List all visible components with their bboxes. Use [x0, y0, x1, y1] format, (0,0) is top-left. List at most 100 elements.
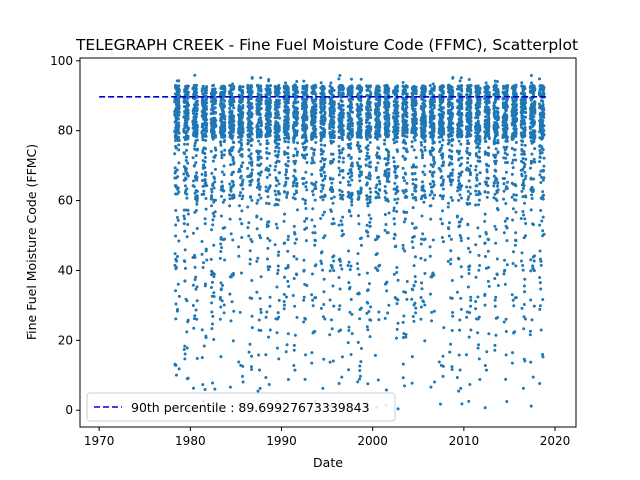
- data-point: [331, 201, 335, 205]
- data-point: [182, 127, 186, 131]
- data-point: [266, 99, 270, 103]
- data-point: [367, 155, 371, 159]
- data-point: [410, 103, 414, 107]
- data-point: [277, 142, 281, 146]
- data-point: [321, 268, 325, 272]
- data-point: [292, 139, 296, 143]
- data-point: [174, 234, 178, 238]
- data-point: [185, 187, 189, 191]
- data-point: [447, 155, 451, 159]
- data-point: [350, 200, 354, 204]
- data-point: [384, 121, 388, 125]
- data-point: [304, 138, 308, 142]
- data-point: [304, 239, 308, 243]
- data-point: [386, 157, 390, 161]
- data-point: [356, 340, 360, 344]
- data-point: [311, 158, 315, 162]
- data-point: [177, 99, 181, 103]
- data-point: [273, 134, 277, 138]
- data-point: [446, 201, 450, 205]
- data-point: [183, 357, 187, 361]
- data-point: [204, 247, 208, 251]
- data-point: [311, 207, 315, 211]
- data-point: [395, 148, 399, 152]
- data-point: [228, 83, 232, 87]
- data-point: [449, 101, 453, 105]
- data-point: [294, 117, 298, 121]
- data-point: [273, 116, 277, 120]
- data-point: [269, 84, 273, 88]
- data-point: [200, 240, 204, 244]
- data-point: [174, 192, 178, 196]
- data-point: [195, 285, 199, 289]
- data-point: [284, 295, 288, 299]
- data-point: [369, 190, 373, 194]
- data-point: [283, 87, 287, 91]
- data-point: [414, 306, 418, 310]
- data-point: [283, 212, 287, 216]
- data-point: [241, 187, 245, 191]
- data-point: [257, 164, 261, 168]
- data-point: [286, 238, 290, 242]
- data-point: [210, 204, 214, 208]
- data-point: [311, 137, 315, 141]
- data-point: [447, 98, 451, 102]
- data-point: [359, 173, 363, 177]
- data-point: [232, 193, 236, 197]
- data-point: [247, 154, 251, 158]
- data-point: [448, 350, 452, 354]
- data-point: [420, 281, 424, 285]
- data-point: [274, 164, 278, 168]
- data-point: [383, 228, 387, 232]
- data-point: [193, 265, 197, 269]
- data-point: [265, 146, 269, 150]
- data-point: [375, 151, 379, 155]
- data-point: [282, 219, 286, 223]
- data-point: [340, 355, 344, 359]
- data-point: [282, 307, 286, 311]
- data-point: [320, 156, 324, 160]
- data-point: [232, 309, 236, 313]
- data-point: [404, 290, 408, 294]
- data-point: [349, 164, 353, 168]
- data-point: [359, 346, 363, 350]
- data-point: [440, 119, 444, 123]
- data-point: [420, 117, 424, 121]
- data-point: [458, 149, 462, 153]
- data-point: [256, 111, 260, 115]
- data-point: [441, 115, 445, 119]
- data-point: [329, 139, 333, 143]
- data-point: [258, 185, 262, 189]
- data-point: [346, 190, 350, 194]
- data-point: [292, 88, 296, 92]
- data-point: [441, 180, 445, 184]
- data-point: [312, 330, 316, 334]
- data-point: [431, 135, 435, 139]
- data-point: [176, 125, 180, 129]
- data-point: [193, 134, 197, 138]
- data-point: [419, 106, 423, 110]
- data-point: [192, 179, 196, 183]
- data-point: [329, 141, 333, 145]
- data-point: [175, 79, 179, 83]
- data-point: [175, 309, 179, 313]
- data-point: [428, 83, 432, 87]
- data-point: [300, 123, 304, 127]
- data-point: [358, 150, 362, 153]
- data-point: [404, 127, 408, 131]
- data-point: [349, 77, 353, 81]
- data-point: [213, 125, 217, 129]
- data-point: [420, 214, 424, 218]
- data-point: [369, 305, 373, 309]
- data-point: [283, 110, 287, 114]
- data-point: [255, 259, 259, 263]
- data-point: [293, 241, 297, 245]
- data-point: [396, 197, 400, 201]
- data-point: [460, 217, 464, 221]
- data-point: [439, 169, 443, 173]
- data-point: [192, 317, 196, 321]
- data-point: [313, 103, 317, 107]
- data-point: [321, 167, 325, 171]
- data-point: [239, 271, 243, 275]
- data-point: [203, 178, 207, 182]
